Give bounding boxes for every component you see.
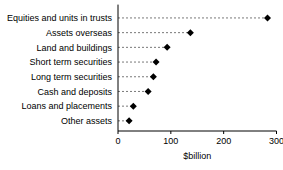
- x-tick-label: 200: [216, 136, 231, 146]
- leader-line: [118, 91, 148, 92]
- leader-line: [118, 76, 153, 77]
- x-tick: [170, 131, 171, 134]
- dot: [145, 88, 152, 95]
- x-axis: [118, 131, 277, 132]
- category-label: Cash and deposits: [37, 87, 112, 97]
- category-label: Assets overseas: [46, 28, 113, 38]
- dot: [150, 73, 157, 80]
- category-label: Equities and units in trusts: [7, 13, 113, 23]
- category-label: Long term securities: [31, 72, 113, 82]
- dot: [187, 29, 194, 36]
- category-label: Short term securities: [29, 57, 112, 67]
- chart: Equities and units in trusts Assets overs…: [0, 0, 283, 170]
- category-label: Other assets: [61, 116, 113, 126]
- x-tick-label: 300: [269, 136, 283, 146]
- marks: [118, 14, 271, 124]
- x-tick: [223, 131, 224, 134]
- leader-line: [118, 62, 156, 63]
- category-label: Loans and placements: [21, 101, 112, 111]
- x-axis-label: $billion: [183, 151, 211, 161]
- dot: [126, 117, 133, 124]
- y-axis: [118, 5, 119, 131]
- x-tick: [276, 131, 277, 134]
- dot: [130, 103, 137, 110]
- leader-line: [118, 32, 190, 33]
- dot: [164, 44, 171, 51]
- leader-line: [118, 47, 167, 48]
- leader-line: [118, 17, 268, 18]
- category-label: Land and buildings: [36, 43, 112, 53]
- x-tick: [118, 131, 119, 134]
- x-tick-label: 100: [163, 136, 178, 146]
- dot: [153, 59, 160, 66]
- dot: [264, 14, 271, 21]
- x-tick-label: 0: [115, 136, 120, 146]
